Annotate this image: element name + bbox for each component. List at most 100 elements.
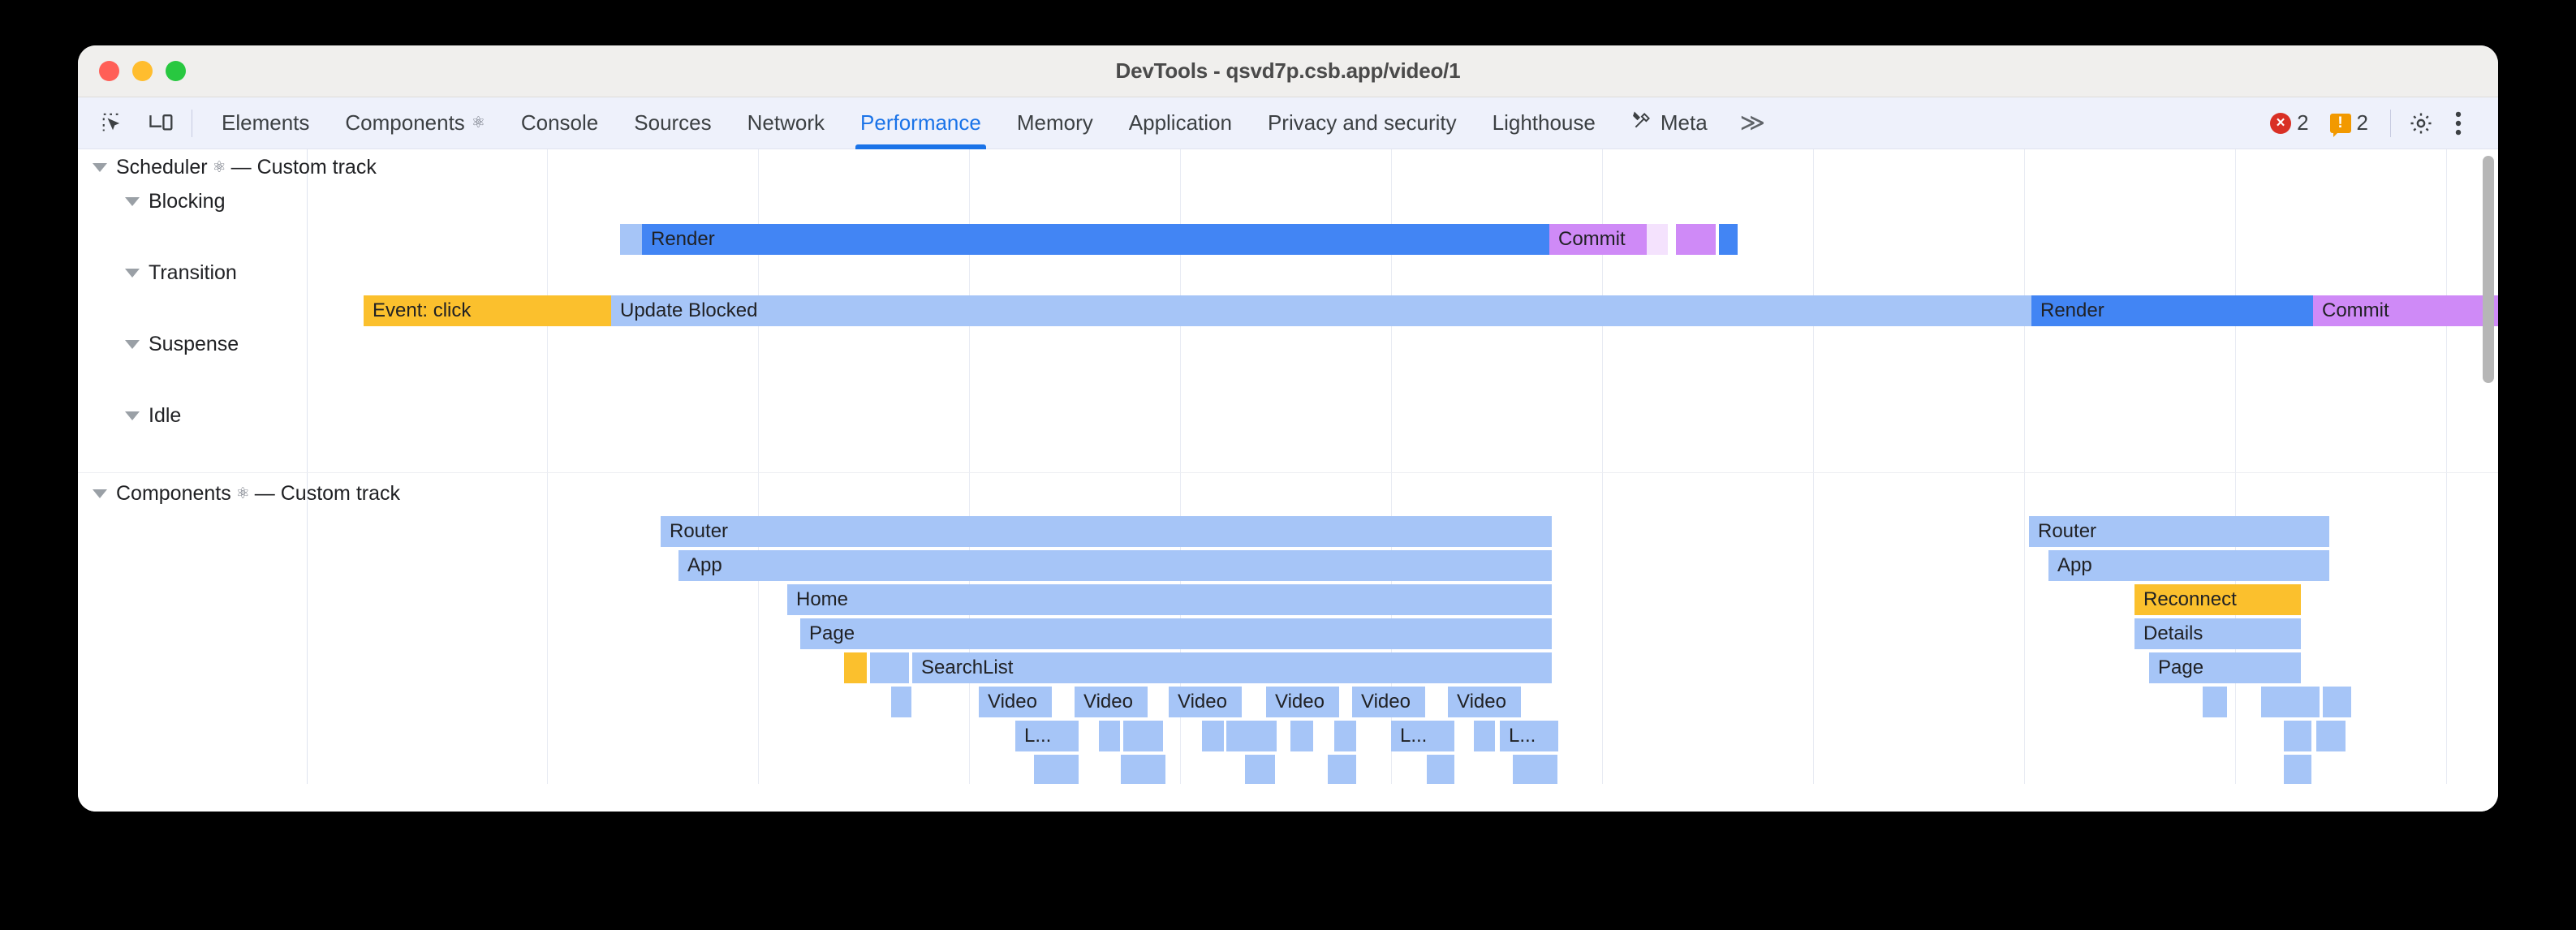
lane-header-blocking[interactable]: Blocking: [125, 190, 226, 213]
tab-performance[interactable]: Performance: [842, 97, 999, 149]
collapse-triangle-icon[interactable]: [125, 197, 140, 206]
flame-bar-page[interactable]: Page: [800, 618, 1552, 649]
device-toolbar-icon[interactable]: [143, 105, 180, 142]
flame-bar-details[interactable]: Details: [2134, 618, 2301, 649]
flame-bar[interactable]: [1474, 721, 1495, 751]
tools-icon: [1631, 110, 1654, 136]
flame-bar[interactable]: [1719, 224, 1738, 255]
flame-bar[interactable]: [1202, 721, 1224, 751]
flame-bar-commit[interactable]: Commit: [2313, 295, 2498, 326]
flame-bar-link[interactable]: L...: [1500, 721, 1558, 751]
kebab-menu-icon[interactable]: [2440, 105, 2477, 142]
lane-header-idle[interactable]: Idle: [125, 404, 181, 428]
flame-bar[interactable]: [2261, 687, 2320, 717]
track-header-components[interactable]: Components ⚛ — Custom track: [93, 482, 400, 506]
devtools-tool-buttons: [94, 105, 180, 142]
flame-bar[interactable]: [844, 652, 867, 683]
warning-badge[interactable]: ! 2: [2320, 110, 2379, 137]
flame-bar-app[interactable]: App: [2048, 550, 2329, 581]
flame-bar[interactable]: [1226, 721, 1277, 751]
flame-bar-home[interactable]: Home: [787, 584, 1552, 615]
flame-bar-searchlist[interactable]: SearchList: [912, 652, 1552, 683]
inspect-element-icon[interactable]: [94, 105, 131, 142]
flame-bar[interactable]: [1513, 755, 1557, 786]
flame-bar-event-click[interactable]: Event: click: [364, 295, 611, 326]
flame-bar-update-blocked[interactable]: Update Blocked: [611, 295, 2031, 326]
tab-sources[interactable]: Sources: [634, 110, 712, 135]
tabbar-right-divider: [2390, 109, 2391, 137]
flame-bar-app[interactable]: App: [678, 550, 1552, 581]
flame-bar[interactable]: [870, 652, 909, 683]
close-window-button[interactable]: [99, 61, 119, 81]
flame-bar-page[interactable]: Page: [2149, 652, 2301, 683]
collapse-triangle-icon[interactable]: [93, 489, 107, 498]
warning-icon: !: [2329, 113, 2351, 137]
flame-bar-video[interactable]: Video: [1448, 687, 1521, 717]
flame-bar[interactable]: [1647, 224, 1668, 255]
window-titlebar: DevTools - qsvd7p.csb.app/video/1: [78, 45, 2498, 97]
flame-bar[interactable]: [2284, 755, 2311, 786]
flame-bar-render[interactable]: Render: [642, 224, 1549, 255]
devtools-tabs: Elements Components ⚛ Console Sources Net…: [204, 97, 1775, 149]
tab-elements[interactable]: Elements: [222, 110, 310, 135]
maximize-window-button[interactable]: [166, 61, 186, 81]
flame-bar[interactable]: [1123, 721, 1163, 751]
tab-lighthouse[interactable]: Lighthouse: [1492, 110, 1596, 135]
tab-application[interactable]: Application: [1128, 110, 1232, 135]
flame-bar-commit[interactable]: Commit: [1549, 224, 1647, 255]
flame-bar[interactable]: [1099, 721, 1120, 751]
flame-bar[interactable]: [1121, 755, 1165, 786]
collapse-triangle-icon[interactable]: [125, 411, 140, 420]
flame-bar-link[interactable]: L...: [1015, 721, 1079, 751]
flame-bar[interactable]: [620, 224, 642, 255]
flame-bar[interactable]: [2203, 687, 2227, 717]
flame-bar[interactable]: [1427, 755, 1454, 786]
flame-bar[interactable]: [1334, 721, 1356, 751]
lane-header-suspense[interactable]: Suspense: [125, 333, 239, 356]
flame-bar-video[interactable]: Video: [979, 687, 1052, 717]
flame-bar-video[interactable]: Video: [1352, 687, 1425, 717]
tabs-overflow-icon[interactable]: ≫: [1739, 110, 1765, 136]
lane-header-transition[interactable]: Transition: [125, 261, 237, 285]
tab-network[interactable]: Network: [747, 110, 825, 135]
flame-bar[interactable]: [1328, 755, 1356, 786]
gear-icon[interactable]: [2402, 105, 2440, 142]
chart-vertical-scrollbar[interactable]: [2483, 156, 2494, 383]
tab-privacy-and-security[interactable]: Privacy and security: [1267, 110, 1457, 135]
devtools-window: DevTools - qsvd7p.csb.app/video/1 Elemen…: [78, 45, 2498, 812]
tab-meta[interactable]: Meta: [1613, 97, 1725, 149]
flame-bar-video[interactable]: Video: [1075, 687, 1148, 717]
flame-bar[interactable]: [1245, 755, 1275, 786]
flame-bar-router[interactable]: Router: [2029, 516, 2329, 547]
flame-bar[interactable]: [2316, 721, 2346, 751]
tab-components[interactable]: Components ⚛: [345, 110, 485, 135]
tab-console[interactable]: Console: [520, 110, 599, 135]
performance-flame-chart[interactable]: Scheduler ⚛ — Custom track Blocking Rend…: [78, 149, 2498, 812]
flame-bar-link[interactable]: L...: [1391, 721, 1454, 751]
flame-bar[interactable]: [891, 687, 911, 717]
error-badge[interactable]: × 2: [2259, 110, 2319, 136]
collapse-triangle-icon[interactable]: [93, 163, 107, 172]
flame-bar-router[interactable]: Router: [661, 516, 1552, 547]
label-column-divider: [307, 149, 308, 812]
warning-count: 2: [2356, 110, 2368, 135]
flame-bar[interactable]: [1034, 755, 1079, 786]
window-title: DevTools - qsvd7p.csb.app/video/1: [1115, 58, 1461, 83]
minimize-window-button[interactable]: [132, 61, 153, 81]
flame-bar-render[interactable]: Render: [2031, 295, 2313, 326]
flame-bar[interactable]: [1290, 721, 1313, 751]
flame-bar[interactable]: [2323, 687, 2351, 717]
collapse-triangle-icon[interactable]: [125, 269, 140, 278]
collapse-triangle-icon[interactable]: [125, 340, 140, 349]
track-header-scheduler[interactable]: Scheduler ⚛ — Custom track: [93, 156, 377, 179]
flame-bar[interactable]: [2284, 721, 2311, 751]
devtools-tabbar: Elements Components ⚛ Console Sources Net…: [78, 97, 2498, 149]
flame-bar[interactable]: [1676, 224, 1716, 255]
flame-bar-video[interactable]: Video: [1266, 687, 1339, 717]
react-atom-icon: ⚛: [212, 159, 226, 176]
flame-bar-reconnect[interactable]: Reconnect: [2134, 584, 2301, 615]
track-separator: [78, 472, 2498, 473]
flame-bar-video[interactable]: Video: [1169, 687, 1242, 717]
tab-memory[interactable]: Memory: [1016, 110, 1093, 135]
chart-bottom-clip: [78, 784, 2498, 812]
